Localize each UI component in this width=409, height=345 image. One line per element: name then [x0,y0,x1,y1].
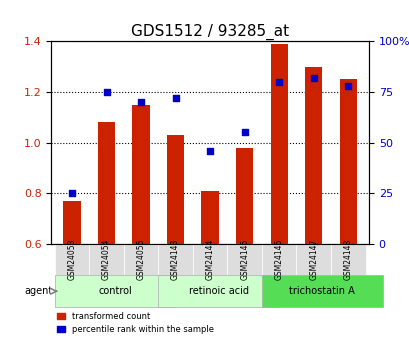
Point [344,83,351,89]
FancyBboxPatch shape [296,244,330,275]
Point [103,89,110,95]
FancyBboxPatch shape [227,244,261,275]
Text: GSM24053: GSM24053 [67,239,76,280]
Text: GSM24147: GSM24147 [308,239,317,280]
Bar [201,191,218,244]
Legend: transformed count, percentile rank within the sample: transformed count, percentile rank withi… [53,308,216,337]
FancyBboxPatch shape [261,275,382,307]
FancyBboxPatch shape [54,244,89,275]
Point [310,75,316,81]
Text: GSM24145: GSM24145 [240,239,249,280]
Text: GSM24143: GSM24143 [171,239,180,280]
Bar [236,148,253,244]
Text: GSM24054: GSM24054 [102,239,111,280]
Point [207,148,213,154]
Text: agent: agent [25,286,53,296]
Point [137,99,144,105]
Point [172,95,178,101]
Text: GSM24148: GSM24148 [343,239,352,280]
Bar [270,44,287,244]
Text: GSM24055: GSM24055 [136,239,145,280]
Bar [63,201,81,244]
Text: retinoic acid: retinoic acid [188,286,248,296]
Point [241,130,247,135]
FancyBboxPatch shape [261,244,296,275]
Text: GSM24144: GSM24144 [205,239,214,280]
Point [275,79,282,85]
FancyBboxPatch shape [192,244,227,275]
Bar [304,67,321,244]
FancyBboxPatch shape [158,244,192,275]
Text: trichostatin A: trichostatin A [289,286,354,296]
FancyBboxPatch shape [330,244,365,275]
Title: GDS1512 / 93285_at: GDS1512 / 93285_at [131,24,288,40]
Bar [132,105,149,244]
Text: control: control [98,286,132,296]
Bar [98,122,115,244]
Point [69,190,75,196]
Bar [166,135,184,244]
Text: GSM24146: GSM24146 [274,239,283,280]
FancyBboxPatch shape [89,244,124,275]
FancyBboxPatch shape [158,275,279,307]
FancyBboxPatch shape [124,244,158,275]
Bar [339,79,356,244]
FancyBboxPatch shape [54,275,175,307]
